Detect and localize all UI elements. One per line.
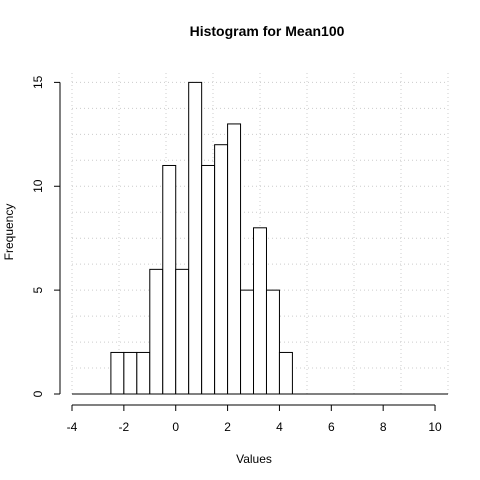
histogram-bar-8 xyxy=(214,144,229,395)
x-tick-label-1: -2 xyxy=(119,420,130,434)
x-tick-label-4: 4 xyxy=(276,420,283,434)
histogram-bar-3 xyxy=(149,268,164,395)
y-axis: 0 5 10 15 xyxy=(31,75,61,397)
x-tick-label-7: 10 xyxy=(428,420,442,434)
x-axis: -4 -2 0 2 4 6 8 10 xyxy=(67,404,442,434)
chart-title: Histogram for Mean100 xyxy=(190,23,345,39)
x-axis-label: Values xyxy=(236,452,272,466)
histogram-bar-1 xyxy=(123,351,138,395)
histogram-bar-5 xyxy=(175,268,190,395)
histogram-bar-12 xyxy=(265,289,280,395)
x-tick-label-3: 2 xyxy=(224,420,231,434)
y-axis-label: Frequency xyxy=(2,204,16,261)
histogram-bar-0 xyxy=(110,351,125,395)
y-tick-label-0: 0 xyxy=(31,390,45,397)
histogram-bar-9 xyxy=(227,123,242,395)
histogram-bar-10 xyxy=(240,289,255,395)
histogram-bar-7 xyxy=(201,164,216,395)
x-tick-label-5: 6 xyxy=(328,420,335,434)
x-tick-label-2: 0 xyxy=(172,420,179,434)
histogram-bar-13 xyxy=(278,351,293,395)
histogram-bar-11 xyxy=(253,227,267,395)
x-tick-label-0: -4 xyxy=(67,420,78,434)
bars xyxy=(72,81,448,395)
y-tick-label-2: 10 xyxy=(31,179,45,193)
histogram-bar-4 xyxy=(162,164,177,395)
histogram-bar-6 xyxy=(188,81,203,395)
y-tick-label-3: 15 xyxy=(31,75,45,89)
histogram-bar-2 xyxy=(136,351,151,395)
y-tick-label-1: 5 xyxy=(31,286,45,293)
x-tick-label-6: 8 xyxy=(380,420,387,434)
